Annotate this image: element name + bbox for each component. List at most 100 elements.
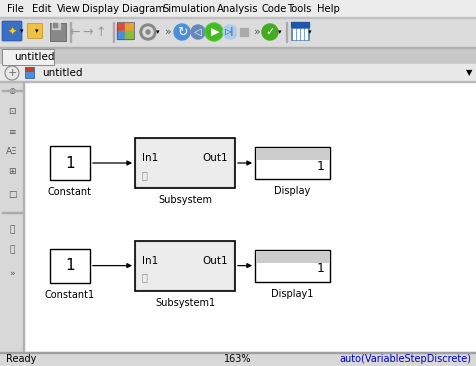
Text: ←: ← (69, 26, 80, 38)
Text: Simulation: Simulation (162, 4, 215, 14)
Text: Subsystem1: Subsystem1 (155, 298, 215, 307)
Text: 1: 1 (317, 262, 324, 275)
Circle shape (223, 25, 237, 39)
Text: ▾: ▾ (35, 29, 39, 34)
Bar (0, 17, 476, 18)
Bar (304, 29, 307, 31)
Circle shape (261, 24, 278, 40)
Bar (137, 243, 232, 289)
Circle shape (5, 66, 19, 80)
Text: Constant1: Constant1 (45, 290, 95, 300)
Text: Diagram: Diagram (122, 4, 165, 14)
Bar (300, 29, 303, 31)
Text: untitled: untitled (14, 52, 54, 62)
Bar (125, 31, 133, 39)
Text: ⛓: ⛓ (141, 273, 147, 283)
Bar (25, 67, 34, 78)
Bar (50, 249, 90, 283)
Circle shape (237, 25, 250, 39)
Bar (0, 352, 476, 366)
Bar (2, 49, 54, 65)
Text: Constant: Constant (48, 187, 92, 197)
Bar (117, 22, 134, 39)
Bar (0, 81, 476, 82)
Text: Display: Display (274, 186, 310, 196)
Text: Display: Display (82, 4, 119, 14)
Bar (113, 22, 114, 42)
Text: Code: Code (261, 4, 287, 14)
Bar (125, 23, 133, 31)
Text: ↻: ↻ (177, 26, 187, 38)
Bar (292, 33, 295, 35)
Bar (137, 140, 232, 186)
Text: In1: In1 (142, 153, 158, 163)
Bar (304, 33, 307, 35)
Bar (239, 28, 248, 36)
Text: ▷|: ▷| (225, 27, 234, 37)
Text: □: □ (8, 190, 16, 198)
Text: auto(VariableStepDiscrete): auto(VariableStepDiscrete) (338, 354, 470, 364)
Text: ✦: ✦ (7, 26, 17, 37)
Text: ▼: ▼ (465, 68, 471, 78)
Text: Out1: Out1 (202, 153, 228, 163)
Text: »: » (164, 27, 171, 37)
Bar (0, 18, 476, 48)
Bar (297, 29, 299, 31)
Bar (290, 22, 308, 27)
Bar (2, 90, 22, 91)
Text: Help: Help (317, 4, 339, 14)
Bar (0, 352, 476, 353)
Bar (53, 23, 57, 27)
Text: ◁: ◁ (194, 27, 201, 37)
Bar (24, 82, 476, 352)
Circle shape (174, 24, 189, 40)
Bar (2, 212, 22, 213)
Text: ▾: ▾ (307, 29, 311, 35)
Text: ▶: ▶ (210, 27, 219, 37)
Text: →: → (82, 26, 93, 38)
Text: 163%: 163% (224, 354, 251, 364)
Text: Out1: Out1 (202, 255, 228, 266)
Bar (25, 67, 34, 72)
Text: Display1: Display1 (271, 289, 313, 299)
Text: »: » (9, 269, 15, 279)
Text: ⊕: ⊕ (8, 87, 16, 97)
Bar (0, 64, 476, 82)
Bar (292, 36, 295, 38)
Text: ⛓: ⛓ (141, 170, 147, 180)
Circle shape (140, 24, 156, 40)
Text: ≡: ≡ (8, 127, 16, 137)
Text: View: View (57, 4, 80, 14)
Bar (50, 146, 90, 180)
Bar (300, 36, 303, 38)
Text: »: » (253, 27, 260, 37)
Bar (0, 0, 476, 18)
Bar (135, 138, 235, 188)
Text: untitled: untitled (42, 68, 82, 78)
Text: ▾: ▾ (156, 29, 159, 35)
Text: +: + (7, 68, 17, 78)
Bar (304, 36, 307, 38)
Text: Edit: Edit (32, 4, 51, 14)
FancyBboxPatch shape (50, 23, 66, 41)
Text: ✓: ✓ (265, 27, 274, 37)
Circle shape (190, 25, 205, 39)
Bar (297, 33, 299, 35)
Bar (255, 250, 329, 281)
Text: AΞ: AΞ (6, 147, 18, 157)
Text: In1: In1 (142, 255, 158, 266)
Text: Subsystem: Subsystem (158, 195, 211, 205)
Text: ▾: ▾ (20, 29, 24, 34)
Bar (117, 23, 125, 31)
Text: 📋: 📋 (10, 246, 15, 254)
Text: 📷: 📷 (10, 225, 15, 235)
Bar (0, 48, 476, 64)
Bar (300, 33, 303, 35)
Text: ▾: ▾ (278, 29, 281, 35)
Text: Tools: Tools (287, 4, 311, 14)
Text: 1: 1 (65, 258, 75, 273)
Circle shape (206, 24, 221, 40)
Bar (290, 22, 308, 40)
Bar (135, 240, 235, 291)
FancyBboxPatch shape (2, 21, 22, 41)
